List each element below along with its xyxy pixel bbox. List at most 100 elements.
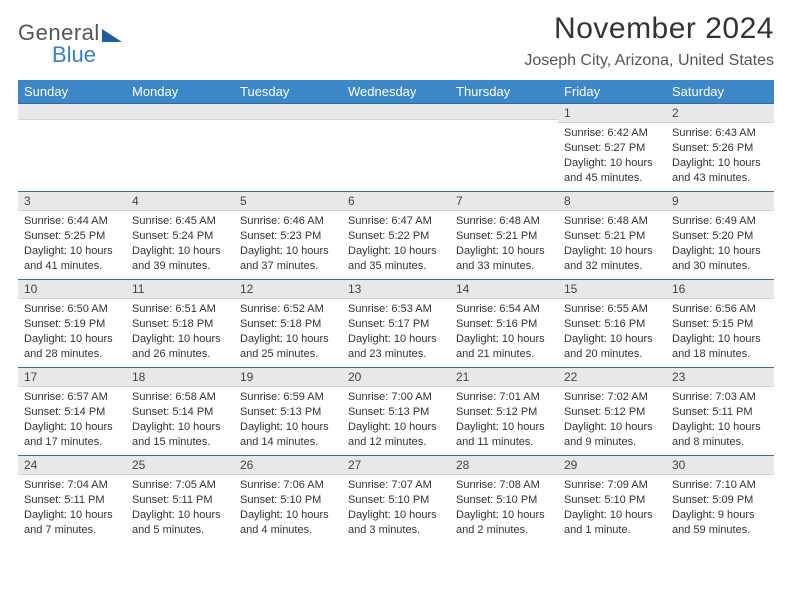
calendar-day-cell: 8Sunrise: 6:48 AMSunset: 5:21 PMDaylight… xyxy=(558,192,666,280)
daylight-text: Daylight: 10 hours and 4 minutes. xyxy=(240,508,336,538)
sunrise-text: Sunrise: 6:56 AM xyxy=(672,302,768,317)
calendar-day-cell: 25Sunrise: 7:05 AMSunset: 5:11 PMDayligh… xyxy=(126,456,234,544)
daylight-text: Daylight: 10 hours and 21 minutes. xyxy=(456,332,552,362)
day-body: Sunrise: 6:44 AMSunset: 5:25 PMDaylight:… xyxy=(18,211,126,277)
calendar-day-cell xyxy=(126,104,234,192)
day-number: 3 xyxy=(18,192,126,211)
daylight-text: Daylight: 10 hours and 17 minutes. xyxy=(24,420,120,450)
day-number: 10 xyxy=(18,280,126,299)
sunrise-text: Sunrise: 6:49 AM xyxy=(672,214,768,229)
day-body: Sunrise: 6:53 AMSunset: 5:17 PMDaylight:… xyxy=(342,299,450,365)
calendar-day-cell: 14Sunrise: 6:54 AMSunset: 5:16 PMDayligh… xyxy=(450,280,558,368)
day-body: Sunrise: 6:52 AMSunset: 5:18 PMDaylight:… xyxy=(234,299,342,365)
sunrise-text: Sunrise: 6:55 AM xyxy=(564,302,660,317)
sunset-text: Sunset: 5:25 PM xyxy=(24,229,120,244)
day-body: Sunrise: 6:51 AMSunset: 5:18 PMDaylight:… xyxy=(126,299,234,365)
sunset-text: Sunset: 5:18 PM xyxy=(240,317,336,332)
sunrise-text: Sunrise: 6:58 AM xyxy=(132,390,228,405)
calendar-week-row: 1Sunrise: 6:42 AMSunset: 5:27 PMDaylight… xyxy=(18,104,774,192)
day-number: 24 xyxy=(18,456,126,475)
sunrise-text: Sunrise: 6:44 AM xyxy=(24,214,120,229)
daylight-text: Daylight: 10 hours and 12 minutes. xyxy=(348,420,444,450)
sunrise-text: Sunrise: 6:47 AM xyxy=(348,214,444,229)
calendar-day-cell: 4Sunrise: 6:45 AMSunset: 5:24 PMDaylight… xyxy=(126,192,234,280)
daylight-text: Daylight: 10 hours and 41 minutes. xyxy=(24,244,120,274)
sunrise-text: Sunrise: 7:02 AM xyxy=(564,390,660,405)
calendar-day-cell: 23Sunrise: 7:03 AMSunset: 5:11 PMDayligh… xyxy=(666,368,774,456)
day-body xyxy=(18,120,126,180)
weekday-header: Saturday xyxy=(666,80,774,104)
daylight-text: Daylight: 10 hours and 35 minutes. xyxy=(348,244,444,274)
sunset-text: Sunset: 5:14 PM xyxy=(132,405,228,420)
sunset-text: Sunset: 5:24 PM xyxy=(132,229,228,244)
month-title: November 2024 xyxy=(524,12,774,46)
day-number: 22 xyxy=(558,368,666,387)
calendar-day-cell: 1Sunrise: 6:42 AMSunset: 5:27 PMDaylight… xyxy=(558,104,666,192)
calendar-body: 1Sunrise: 6:42 AMSunset: 5:27 PMDaylight… xyxy=(18,104,774,544)
day-body: Sunrise: 6:45 AMSunset: 5:24 PMDaylight:… xyxy=(126,211,234,277)
day-number: 29 xyxy=(558,456,666,475)
calendar-week-row: 3Sunrise: 6:44 AMSunset: 5:25 PMDaylight… xyxy=(18,192,774,280)
sunset-text: Sunset: 5:10 PM xyxy=(240,493,336,508)
sunset-text: Sunset: 5:21 PM xyxy=(564,229,660,244)
daylight-text: Daylight: 10 hours and 33 minutes. xyxy=(456,244,552,274)
sunset-text: Sunset: 5:10 PM xyxy=(564,493,660,508)
sunset-text: Sunset: 5:19 PM xyxy=(24,317,120,332)
sunrise-text: Sunrise: 7:05 AM xyxy=(132,478,228,493)
day-number xyxy=(342,104,450,120)
calendar-day-cell: 15Sunrise: 6:55 AMSunset: 5:16 PMDayligh… xyxy=(558,280,666,368)
sunrise-text: Sunrise: 6:59 AM xyxy=(240,390,336,405)
top-bar: General Blue November 2024 Joseph City, … xyxy=(18,12,774,70)
calendar-day-cell: 27Sunrise: 7:07 AMSunset: 5:10 PMDayligh… xyxy=(342,456,450,544)
weekday-header: Sunday xyxy=(18,80,126,104)
calendar-day-cell: 12Sunrise: 6:52 AMSunset: 5:18 PMDayligh… xyxy=(234,280,342,368)
daylight-text: Daylight: 10 hours and 5 minutes. xyxy=(132,508,228,538)
daylight-text: Daylight: 10 hours and 32 minutes. xyxy=(564,244,660,274)
sunset-text: Sunset: 5:26 PM xyxy=(672,141,768,156)
day-number: 25 xyxy=(126,456,234,475)
calendar-day-cell xyxy=(342,104,450,192)
day-number xyxy=(126,104,234,120)
day-number: 9 xyxy=(666,192,774,211)
sunset-text: Sunset: 5:16 PM xyxy=(456,317,552,332)
calendar-week-row: 24Sunrise: 7:04 AMSunset: 5:11 PMDayligh… xyxy=(18,456,774,544)
weekday-header-row: SundayMondayTuesdayWednesdayThursdayFrid… xyxy=(18,80,774,104)
daylight-text: Daylight: 10 hours and 25 minutes. xyxy=(240,332,336,362)
sunset-text: Sunset: 5:23 PM xyxy=(240,229,336,244)
sunrise-text: Sunrise: 7:01 AM xyxy=(456,390,552,405)
sunrise-text: Sunrise: 6:52 AM xyxy=(240,302,336,317)
day-body: Sunrise: 6:59 AMSunset: 5:13 PMDaylight:… xyxy=(234,387,342,453)
calendar-day-cell xyxy=(18,104,126,192)
sunset-text: Sunset: 5:13 PM xyxy=(240,405,336,420)
calendar-day-cell: 18Sunrise: 6:58 AMSunset: 5:14 PMDayligh… xyxy=(126,368,234,456)
day-number: 2 xyxy=(666,104,774,123)
day-number: 6 xyxy=(342,192,450,211)
daylight-text: Daylight: 10 hours and 23 minutes. xyxy=(348,332,444,362)
calendar-day-cell xyxy=(450,104,558,192)
day-body: Sunrise: 7:07 AMSunset: 5:10 PMDaylight:… xyxy=(342,475,450,541)
calendar-day-cell: 19Sunrise: 6:59 AMSunset: 5:13 PMDayligh… xyxy=(234,368,342,456)
calendar-day-cell: 10Sunrise: 6:50 AMSunset: 5:19 PMDayligh… xyxy=(18,280,126,368)
day-number: 30 xyxy=(666,456,774,475)
sunrise-text: Sunrise: 7:04 AM xyxy=(24,478,120,493)
sunrise-text: Sunrise: 6:50 AM xyxy=(24,302,120,317)
calendar-day-cell: 9Sunrise: 6:49 AMSunset: 5:20 PMDaylight… xyxy=(666,192,774,280)
day-body: Sunrise: 6:47 AMSunset: 5:22 PMDaylight:… xyxy=(342,211,450,277)
calendar-day-cell: 30Sunrise: 7:10 AMSunset: 5:09 PMDayligh… xyxy=(666,456,774,544)
location-text: Joseph City, Arizona, United States xyxy=(524,52,774,70)
day-body: Sunrise: 7:06 AMSunset: 5:10 PMDaylight:… xyxy=(234,475,342,541)
day-body: Sunrise: 6:42 AMSunset: 5:27 PMDaylight:… xyxy=(558,123,666,189)
day-body: Sunrise: 7:10 AMSunset: 5:09 PMDaylight:… xyxy=(666,475,774,541)
daylight-text: Daylight: 10 hours and 14 minutes. xyxy=(240,420,336,450)
day-body: Sunrise: 7:05 AMSunset: 5:11 PMDaylight:… xyxy=(126,475,234,541)
day-number xyxy=(450,104,558,120)
brand-logo: General Blue xyxy=(18,20,122,68)
day-body: Sunrise: 7:03 AMSunset: 5:11 PMDaylight:… xyxy=(666,387,774,453)
sunrise-text: Sunrise: 6:51 AM xyxy=(132,302,228,317)
day-body xyxy=(234,120,342,180)
daylight-text: Daylight: 10 hours and 2 minutes. xyxy=(456,508,552,538)
sunrise-text: Sunrise: 6:54 AM xyxy=(456,302,552,317)
daylight-text: Daylight: 10 hours and 11 minutes. xyxy=(456,420,552,450)
calendar-day-cell: 21Sunrise: 7:01 AMSunset: 5:12 PMDayligh… xyxy=(450,368,558,456)
calendar-week-row: 17Sunrise: 6:57 AMSunset: 5:14 PMDayligh… xyxy=(18,368,774,456)
